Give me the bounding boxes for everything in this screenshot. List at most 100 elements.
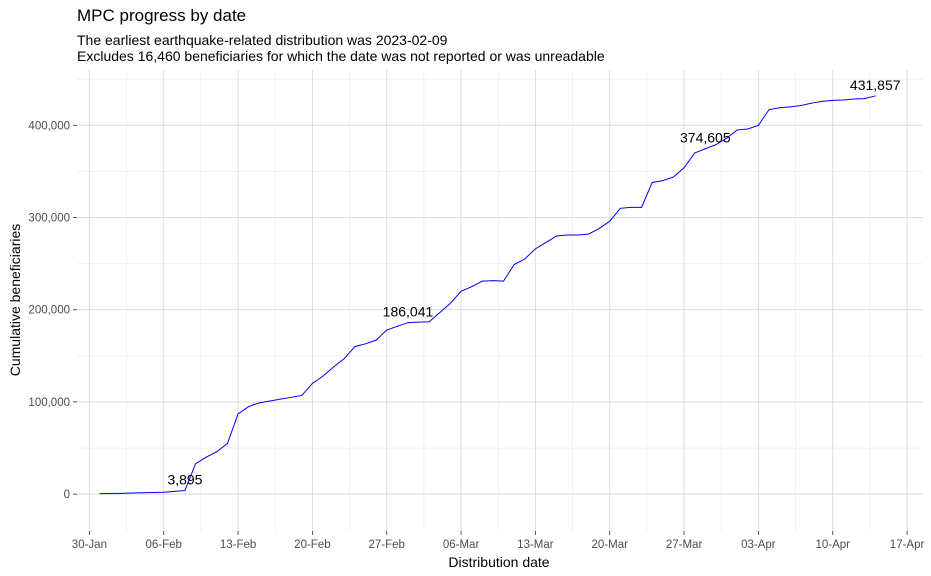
y-axis-ticks: 0 100,000 200,000 300,000 400,000 bbox=[28, 120, 77, 501]
x-tick-label: 06-Mar bbox=[443, 539, 480, 551]
data-point bbox=[726, 137, 728, 139]
x-tick-label: 20-Feb bbox=[294, 539, 330, 551]
data-point bbox=[184, 490, 186, 492]
series-points bbox=[99, 95, 876, 495]
y-tick-label: 0 bbox=[64, 489, 70, 501]
y-tick-label: 100,000 bbox=[28, 397, 70, 409]
data-point bbox=[853, 98, 855, 100]
data-point bbox=[768, 109, 770, 111]
data-point bbox=[237, 413, 239, 415]
x-tick-label: 27-Feb bbox=[369, 539, 405, 551]
data-point bbox=[152, 491, 154, 493]
data-point bbox=[874, 95, 876, 97]
data-point bbox=[556, 235, 558, 237]
x-tick-label: 30-Jan bbox=[72, 539, 107, 551]
x-tick-label: 17-Apr bbox=[890, 539, 925, 551]
data-point bbox=[407, 322, 409, 324]
data-label: 3,895 bbox=[167, 472, 202, 488]
data-point bbox=[386, 329, 388, 331]
x-tick-label: 20-Mar bbox=[592, 539, 629, 551]
data-point bbox=[577, 234, 579, 236]
data-point bbox=[280, 398, 282, 400]
data-point bbox=[364, 343, 366, 345]
data-point bbox=[747, 128, 749, 130]
data-point bbox=[396, 325, 398, 327]
data-point bbox=[141, 492, 143, 494]
subtitle-line-2: Excludes 16,460 beneficiaries for which … bbox=[77, 48, 605, 64]
data-point bbox=[757, 124, 759, 126]
chart-title: MPC progress by date bbox=[77, 6, 247, 25]
data-point bbox=[630, 206, 632, 208]
data-point bbox=[641, 206, 643, 208]
data-point bbox=[375, 339, 377, 341]
data-point bbox=[789, 106, 791, 108]
data-point bbox=[651, 181, 653, 183]
y-tick-label: 300,000 bbox=[28, 213, 70, 225]
data-point bbox=[354, 346, 356, 348]
data-point bbox=[120, 492, 122, 494]
x-tick-label: 10-Apr bbox=[815, 539, 850, 551]
data-point bbox=[503, 280, 505, 282]
x-tick-label: 06-Feb bbox=[146, 539, 182, 551]
data-point bbox=[842, 99, 844, 101]
data-point bbox=[195, 463, 197, 465]
data-point bbox=[131, 492, 133, 494]
data-labels: 3,895 186,041 374,605 431,857 bbox=[167, 77, 900, 488]
data-point bbox=[683, 167, 685, 169]
data-point bbox=[428, 321, 430, 323]
y-axis-title: Cumulative beneficiaries bbox=[7, 224, 23, 377]
x-axis-ticks: 30-Jan 06-Feb 13-Feb 20-Feb 27-Feb 06-Mar 13-M… bbox=[72, 531, 925, 551]
data-point bbox=[439, 311, 441, 313]
data-point bbox=[715, 144, 717, 146]
data-point bbox=[269, 400, 271, 402]
data-point bbox=[779, 107, 781, 109]
data-point bbox=[471, 286, 473, 288]
data-point bbox=[322, 375, 324, 377]
data-point bbox=[513, 264, 515, 266]
data-point bbox=[736, 129, 738, 131]
data-point bbox=[248, 406, 250, 408]
data-label: 374,605 bbox=[680, 130, 731, 146]
data-point bbox=[333, 366, 335, 368]
chart-subtitle: The earliest earthquake-related distribu… bbox=[77, 32, 605, 64]
data-point bbox=[545, 241, 547, 243]
data-point bbox=[449, 302, 451, 304]
x-tick-label: 13-Mar bbox=[517, 539, 554, 551]
x-tick-label: 03-Apr bbox=[741, 539, 776, 551]
data-point bbox=[311, 382, 313, 384]
data-point bbox=[832, 99, 834, 101]
data-point bbox=[864, 98, 866, 100]
x-axis-title: Distribution date bbox=[448, 554, 549, 570]
data-point bbox=[290, 396, 292, 398]
data-point bbox=[258, 402, 260, 404]
data-point bbox=[418, 321, 420, 323]
data-point bbox=[587, 233, 589, 235]
data-point bbox=[534, 248, 536, 250]
data-point bbox=[163, 491, 165, 493]
x-tick-label: 27-Mar bbox=[666, 539, 703, 551]
data-point bbox=[694, 152, 696, 154]
y-tick-label: 400,000 bbox=[28, 120, 70, 132]
subtitle-line-1: The earliest earthquake-related distribu… bbox=[77, 32, 448, 48]
data-point bbox=[672, 176, 674, 178]
data-point bbox=[810, 102, 812, 104]
data-point bbox=[609, 220, 611, 222]
data-label: 186,041 bbox=[383, 304, 434, 320]
data-point bbox=[216, 451, 218, 453]
data-point bbox=[205, 456, 207, 458]
data-point bbox=[481, 280, 483, 282]
data-point bbox=[704, 148, 706, 150]
grid-lines bbox=[77, 70, 923, 531]
data-point bbox=[598, 228, 600, 230]
data-point bbox=[566, 234, 568, 236]
data-point bbox=[662, 180, 664, 182]
data-point bbox=[800, 104, 802, 106]
data-label: 431,857 bbox=[850, 77, 901, 93]
x-tick-label: 13-Feb bbox=[220, 539, 256, 551]
data-point bbox=[492, 280, 494, 282]
data-point bbox=[226, 442, 228, 444]
data-point bbox=[99, 493, 101, 495]
data-point bbox=[524, 258, 526, 260]
data-point bbox=[301, 394, 303, 396]
